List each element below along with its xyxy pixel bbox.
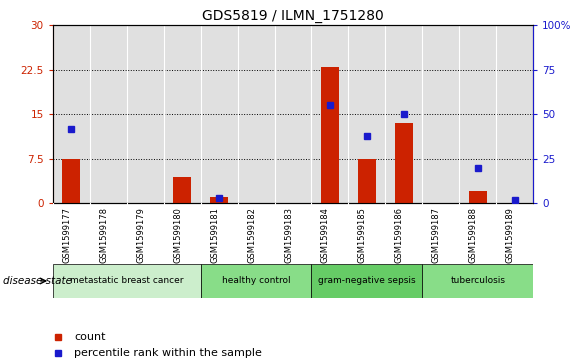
Bar	[496, 25, 533, 203]
Text: GDS5819 / ILMN_1751280: GDS5819 / ILMN_1751280	[202, 9, 384, 23]
Text: GSM1599179: GSM1599179	[136, 207, 145, 263]
Bar	[394, 123, 413, 203]
Bar	[274, 25, 312, 203]
Text: count: count	[74, 331, 106, 342]
Text: GSM1599189: GSM1599189	[506, 207, 515, 263]
Bar	[53, 25, 90, 203]
Text: GSM1599177: GSM1599177	[62, 207, 71, 263]
Text: GSM1599180: GSM1599180	[173, 207, 182, 263]
Bar	[127, 25, 163, 203]
Text: GSM1599182: GSM1599182	[247, 207, 256, 263]
Bar	[200, 264, 312, 298]
Text: metastatic breast cancer: metastatic breast cancer	[70, 277, 183, 285]
Bar	[469, 191, 487, 203]
Text: GSM1599183: GSM1599183	[284, 207, 293, 263]
Text: tuberculosis: tuberculosis	[450, 277, 505, 285]
Bar	[62, 159, 80, 203]
Text: GSM1599181: GSM1599181	[210, 207, 219, 263]
Bar	[321, 67, 339, 203]
Text: healthy control: healthy control	[222, 277, 290, 285]
Bar	[386, 25, 423, 203]
Text: GSM1599184: GSM1599184	[321, 207, 330, 263]
Bar	[312, 264, 423, 298]
Bar	[163, 25, 200, 203]
Bar	[423, 264, 533, 298]
Bar	[173, 177, 192, 203]
Text: GSM1599185: GSM1599185	[358, 207, 367, 263]
Text: disease state: disease state	[3, 276, 72, 286]
Bar	[210, 197, 229, 203]
Bar	[459, 25, 496, 203]
Bar	[349, 25, 386, 203]
Text: GSM1599187: GSM1599187	[432, 207, 441, 263]
Bar	[312, 25, 349, 203]
Bar	[53, 264, 200, 298]
Bar	[357, 159, 376, 203]
Text: GSM1599186: GSM1599186	[395, 207, 404, 263]
Text: gram-negative sepsis: gram-negative sepsis	[318, 277, 415, 285]
Text: GSM1599178: GSM1599178	[99, 207, 108, 263]
Bar	[90, 25, 127, 203]
Text: percentile rank within the sample: percentile rank within the sample	[74, 348, 263, 358]
Bar	[200, 25, 237, 203]
Bar	[237, 25, 274, 203]
Bar	[423, 25, 459, 203]
Text: GSM1599188: GSM1599188	[469, 207, 478, 263]
